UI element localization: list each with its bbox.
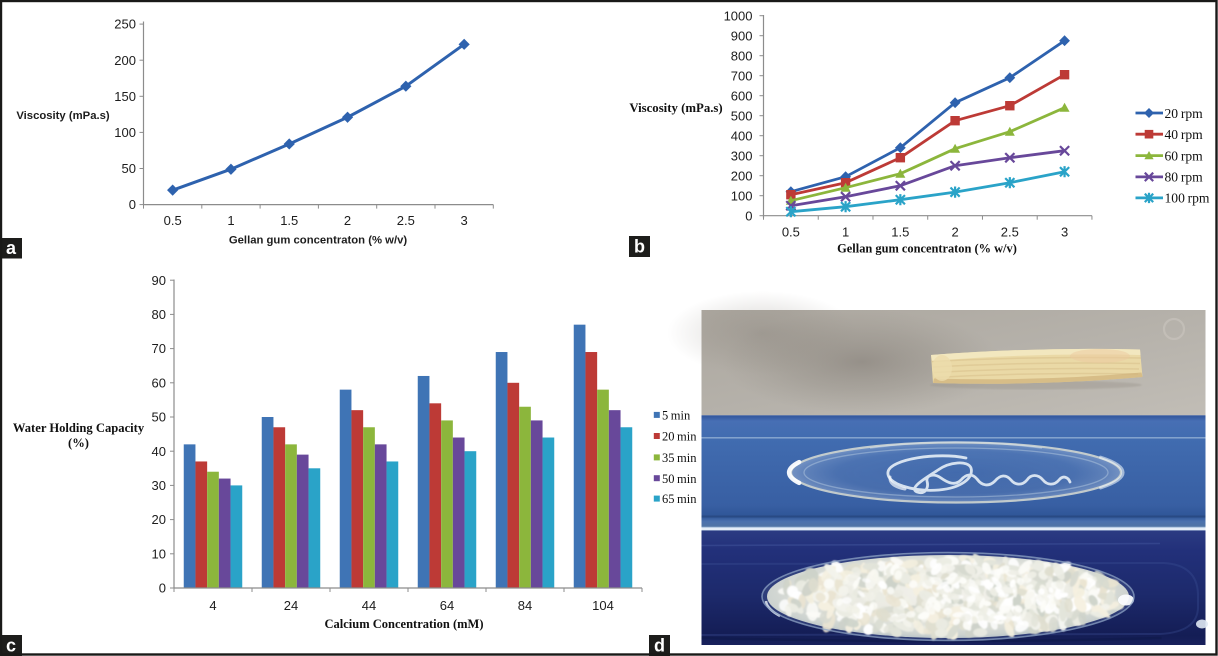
svg-text:35 min: 35 min (662, 451, 697, 465)
svg-text:80: 80 (152, 307, 166, 322)
svg-text:2.5: 2.5 (397, 213, 415, 228)
svg-text:150: 150 (114, 89, 136, 104)
svg-text:Viscosity (mPa.s): Viscosity (mPa.s) (629, 101, 722, 115)
svg-text:10: 10 (152, 546, 166, 561)
svg-text:1000: 1000 (724, 8, 753, 23)
svg-text:60 rpm: 60 rpm (1165, 148, 1204, 163)
svg-text:2: 2 (344, 213, 351, 228)
svg-text:Calcium Concentration (mM): Calcium Concentration (mM) (325, 617, 484, 631)
svg-text:2.5: 2.5 (1001, 225, 1019, 240)
svg-text:100: 100 (114, 125, 136, 140)
svg-text:30: 30 (152, 478, 166, 493)
svg-text:20 rpm: 20 rpm (1165, 106, 1204, 121)
svg-text:200: 200 (114, 53, 136, 68)
svg-text:5 min: 5 min (662, 409, 691, 423)
svg-text:50 min: 50 min (662, 472, 697, 486)
svg-text:300: 300 (731, 148, 753, 163)
svg-text:1: 1 (227, 213, 234, 228)
svg-text:3: 3 (461, 213, 468, 228)
svg-text:400: 400 (731, 128, 753, 143)
svg-text:44: 44 (362, 598, 376, 613)
svg-text:0.5: 0.5 (164, 213, 182, 228)
svg-text:65 min: 65 min (662, 492, 697, 506)
svg-text:40 rpm: 40 rpm (1165, 127, 1204, 142)
svg-text:1.5: 1.5 (280, 213, 298, 228)
svg-text:104: 104 (592, 598, 614, 613)
svg-text:40: 40 (152, 444, 166, 459)
svg-text:0: 0 (159, 581, 166, 596)
svg-text:Gellan gum concentraton (% w/v: Gellan gum concentraton (% w/v) (229, 235, 408, 247)
svg-text:800: 800 (731, 48, 753, 63)
svg-text:84: 84 (518, 598, 532, 613)
svg-text:0.5: 0.5 (782, 225, 800, 240)
svg-text:20 min: 20 min (662, 430, 697, 444)
svg-text:50: 50 (122, 161, 136, 176)
svg-text:24: 24 (284, 598, 298, 613)
svg-text:80 rpm: 80 rpm (1165, 170, 1204, 185)
svg-text:Water Holding Capacity: Water Holding Capacity (13, 421, 145, 435)
svg-text:100: 100 (731, 188, 753, 203)
svg-text:4: 4 (209, 598, 216, 613)
svg-text:20: 20 (152, 512, 166, 527)
svg-text:700: 700 (731, 68, 753, 83)
svg-text:1.5: 1.5 (891, 225, 909, 240)
svg-text:(%): (%) (68, 436, 89, 450)
svg-text:60: 60 (152, 375, 166, 390)
svg-text:0: 0 (129, 197, 136, 212)
svg-text:a: a (6, 238, 17, 258)
svg-text:600: 600 (731, 88, 753, 103)
svg-text:200: 200 (731, 168, 753, 183)
svg-text:c: c (6, 636, 16, 656)
svg-text:2: 2 (951, 225, 958, 240)
svg-text:64: 64 (440, 598, 454, 613)
svg-text:1: 1 (842, 225, 849, 240)
svg-text:3: 3 (1061, 225, 1068, 240)
svg-text:90: 90 (152, 273, 166, 288)
svg-text:500: 500 (731, 108, 753, 123)
svg-text:d: d (654, 636, 665, 656)
svg-text:Gellan gum concentraton (% w/v: Gellan gum concentraton (% w/v) (837, 242, 1017, 256)
svg-text:0: 0 (745, 208, 752, 223)
svg-text:900: 900 (731, 28, 753, 43)
svg-text:b: b (634, 237, 645, 257)
svg-text:50: 50 (152, 410, 166, 425)
svg-text:70: 70 (152, 341, 166, 356)
svg-text:250: 250 (114, 17, 136, 32)
svg-text:100 rpm: 100 rpm (1165, 191, 1210, 206)
svg-text:Viscosity (mPa.s): Viscosity (mPa.s) (16, 110, 110, 122)
